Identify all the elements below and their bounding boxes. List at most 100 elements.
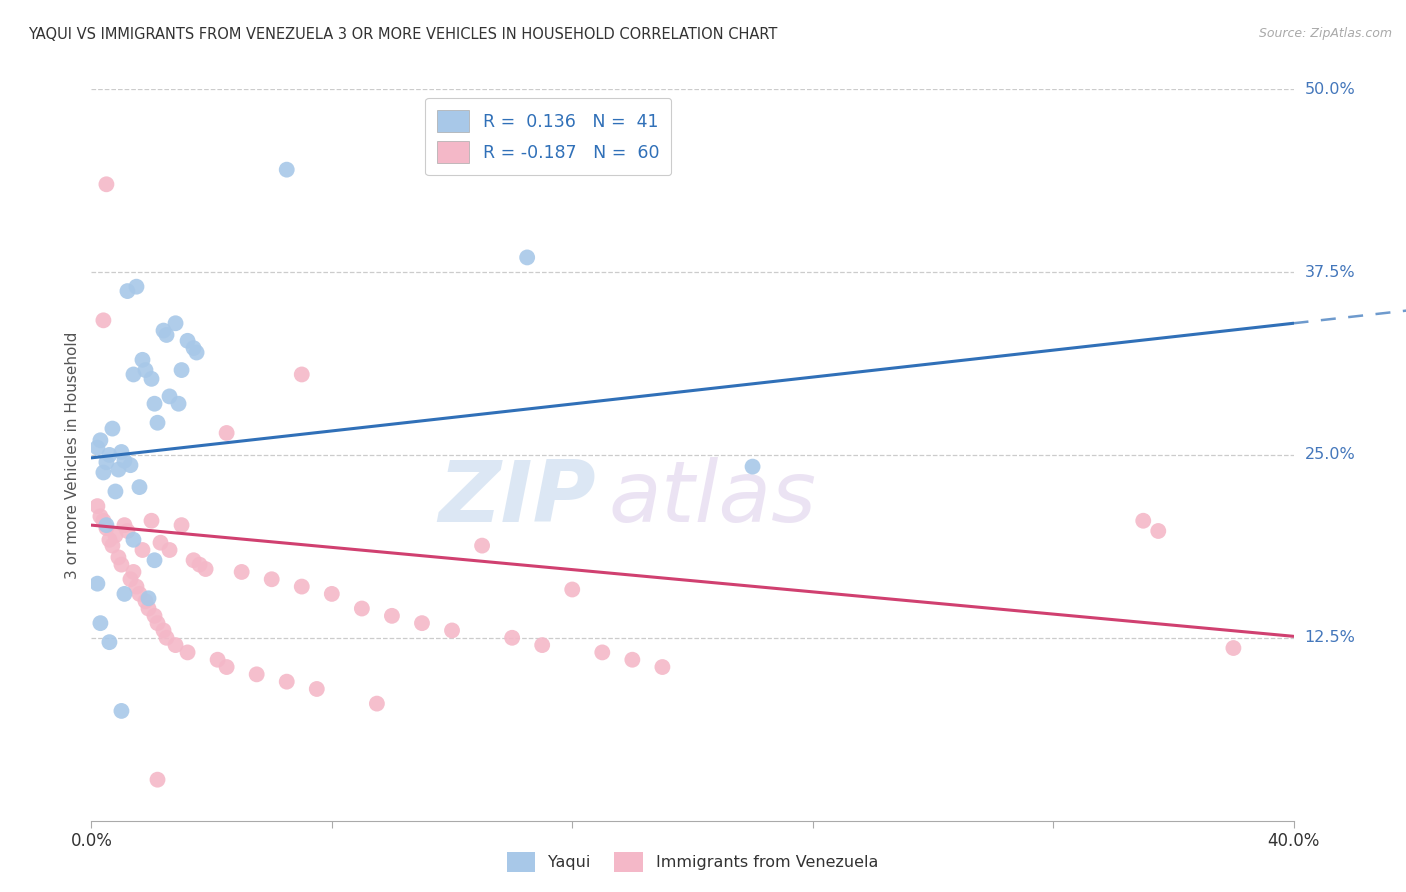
Point	[138, 591, 160, 606]
Point	[231, 565, 253, 579]
Point	[134, 363, 156, 377]
Point	[176, 334, 198, 348]
Point	[194, 562, 217, 576]
Point	[104, 484, 127, 499]
Point	[155, 328, 177, 343]
Text: atlas: atlas	[609, 458, 817, 541]
Point	[125, 279, 148, 293]
Text: 12.5%: 12.5%	[1305, 631, 1355, 645]
Text: 50.0%: 50.0%	[1305, 82, 1355, 96]
Text: Source: ZipAtlas.com: Source: ZipAtlas.com	[1258, 27, 1392, 40]
Point	[98, 533, 121, 547]
Point	[155, 631, 177, 645]
Point	[1132, 514, 1154, 528]
Text: 37.5%: 37.5%	[1305, 265, 1355, 279]
Point	[159, 389, 181, 403]
Point	[381, 608, 404, 623]
Point	[146, 772, 169, 787]
Point	[366, 697, 388, 711]
Point	[1222, 640, 1244, 655]
Point	[188, 558, 211, 572]
Point	[117, 284, 139, 298]
Point	[176, 645, 198, 659]
Point	[215, 660, 238, 674]
Point	[134, 594, 156, 608]
Point	[114, 518, 136, 533]
Point	[186, 345, 208, 359]
Point	[96, 518, 118, 533]
Point	[411, 616, 433, 631]
Point	[86, 499, 108, 513]
Point	[120, 572, 142, 586]
Point	[501, 631, 523, 645]
Point	[138, 601, 160, 615]
Point	[291, 368, 314, 382]
Point	[143, 608, 166, 623]
Point	[741, 459, 763, 474]
Point	[128, 480, 150, 494]
Point	[531, 638, 554, 652]
Point	[350, 601, 373, 615]
Point	[125, 580, 148, 594]
Point	[96, 178, 118, 192]
Y-axis label: 3 or more Vehicles in Household: 3 or more Vehicles in Household	[65, 331, 80, 579]
Point	[152, 624, 174, 638]
Point	[96, 455, 118, 469]
Point	[110, 704, 132, 718]
Point	[93, 313, 115, 327]
Point	[146, 616, 169, 631]
Point	[110, 445, 132, 459]
Point	[591, 645, 613, 659]
Point	[86, 576, 108, 591]
Point	[98, 448, 121, 462]
Point	[122, 533, 145, 547]
Point	[291, 580, 314, 594]
Point	[149, 535, 172, 549]
Point	[621, 653, 644, 667]
Point	[159, 543, 181, 558]
Point	[471, 539, 494, 553]
Point	[104, 528, 127, 542]
Point	[1147, 524, 1170, 538]
Point	[117, 524, 139, 538]
Point	[128, 587, 150, 601]
Point	[276, 162, 298, 177]
Point	[246, 667, 269, 681]
Point	[122, 565, 145, 579]
Point	[165, 316, 187, 330]
Point	[276, 674, 298, 689]
Point	[131, 543, 153, 558]
Point	[114, 587, 136, 601]
Text: YAQUI VS IMMIGRANTS FROM VENEZUELA 3 OR MORE VEHICLES IN HOUSEHOLD CORRELATION C: YAQUI VS IMMIGRANTS FROM VENEZUELA 3 OR …	[28, 27, 778, 42]
Point	[101, 421, 124, 435]
Point	[183, 341, 205, 355]
Text: ZIP: ZIP	[439, 458, 596, 541]
Point	[93, 514, 115, 528]
Point	[89, 434, 111, 448]
Point	[101, 539, 124, 553]
Point	[651, 660, 673, 674]
Point	[167, 397, 190, 411]
Text: 25.0%: 25.0%	[1305, 448, 1355, 462]
Point	[170, 363, 193, 377]
Point	[143, 397, 166, 411]
Point	[86, 441, 108, 455]
Point	[131, 352, 153, 367]
Point	[305, 681, 328, 696]
Point	[96, 521, 118, 535]
Point	[321, 587, 343, 601]
Point	[165, 638, 187, 652]
Point	[441, 624, 464, 638]
Point	[122, 368, 145, 382]
Point	[114, 454, 136, 468]
Point	[107, 462, 129, 476]
Point	[143, 553, 166, 567]
Point	[215, 425, 238, 440]
Point	[141, 514, 163, 528]
Point	[183, 553, 205, 567]
Point	[89, 616, 111, 631]
Point	[89, 509, 111, 524]
Legend: Yaqui, Immigrants from Venezuela: Yaqui, Immigrants from Venezuela	[501, 846, 884, 879]
Point	[207, 653, 229, 667]
Point	[516, 251, 538, 265]
